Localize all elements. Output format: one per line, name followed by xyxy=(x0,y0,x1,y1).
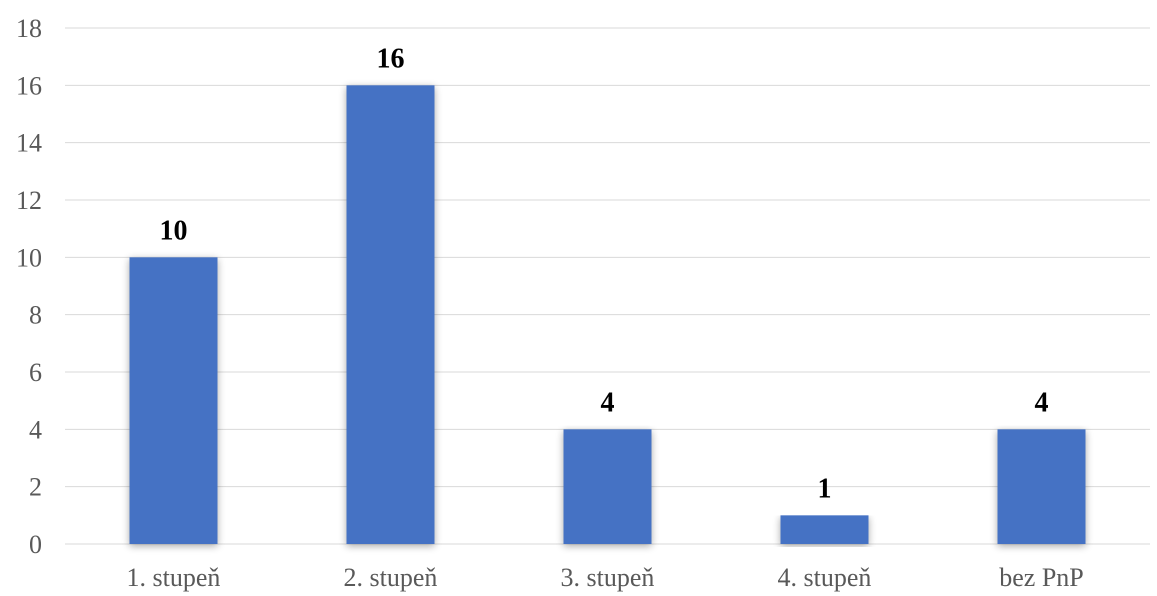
y-tick-label: 18 xyxy=(16,14,42,43)
data-label: 16 xyxy=(377,43,405,74)
y-tick-label: 14 xyxy=(16,129,42,158)
x-tick-label: 1. stupeň xyxy=(127,563,221,592)
x-tick-label: 3. stupeň xyxy=(561,563,655,592)
data-label: 4 xyxy=(1035,387,1049,418)
y-tick-label: 12 xyxy=(16,186,42,215)
bar xyxy=(129,257,218,544)
x-tick-label: bez PnP xyxy=(999,563,1084,592)
bar xyxy=(346,85,435,544)
y-tick-label: 4 xyxy=(29,415,42,444)
y-tick-label: 6 xyxy=(29,358,42,387)
data-label: 10 xyxy=(160,215,188,246)
y-tick-label: 0 xyxy=(29,530,42,559)
gridlines xyxy=(65,27,1150,545)
y-axis-ticks: 0 2 4 6 8 10 12 14 16 18 xyxy=(16,14,42,559)
bar xyxy=(780,515,869,544)
bar xyxy=(997,429,1086,544)
data-label: 4 xyxy=(601,387,615,418)
y-tick-label: 10 xyxy=(16,243,42,272)
data-labels: 10 16 4 1 4 xyxy=(160,43,1049,504)
y-tick-label: 8 xyxy=(29,301,42,330)
x-tick-label: 4. stupeň xyxy=(778,563,872,592)
x-axis-ticks: 1. stupeň 2. stupeň 3. stupeň 4. stupeň bez … xyxy=(127,563,1084,592)
data-label: 1 xyxy=(818,473,832,504)
x-tick-label: 2. stupeň xyxy=(344,563,438,592)
bars xyxy=(129,85,1086,544)
y-tick-label: 16 xyxy=(16,71,42,100)
y-tick-label: 2 xyxy=(29,473,42,502)
bar xyxy=(563,429,652,544)
